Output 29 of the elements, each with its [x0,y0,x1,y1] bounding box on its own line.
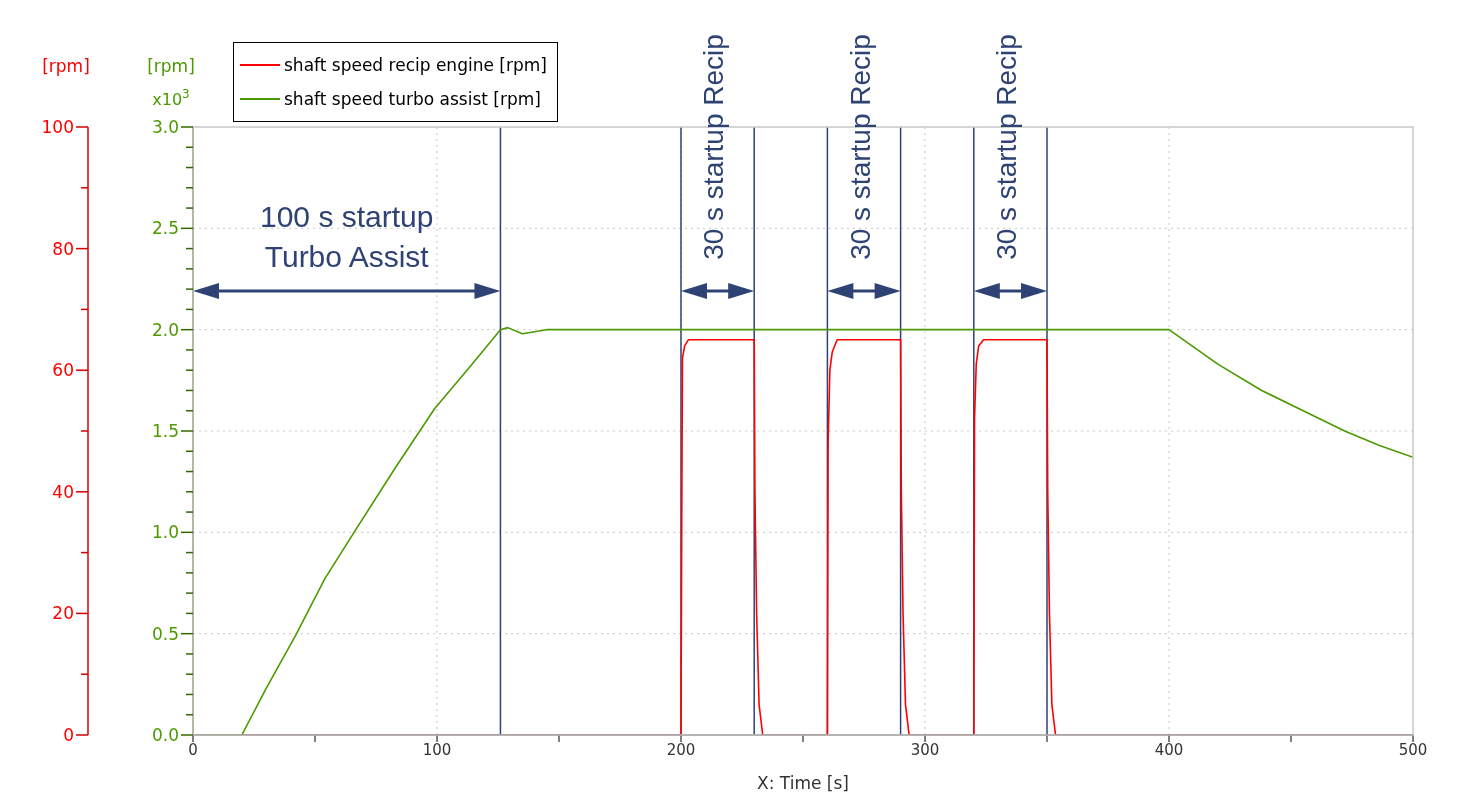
x-tick-label: 0 [188,740,198,759]
x-tick-label: 200 [666,740,696,759]
y2-tick-label: 20 [52,603,74,624]
annotation: 30 s startup Recip [990,34,1022,260]
y-tick-label: 3.0 [151,117,179,138]
legend-label: shaft speed recip engine [rpm] [284,54,547,77]
y-tick-label: 2.0 [151,319,179,340]
y-tick-label: 0.0 [151,725,179,746]
legend-label: shaft speed turbo assist [rpm] [284,88,541,111]
x-tick-label: 100 [422,740,452,759]
annotation: 30 s startup Recip [698,34,730,260]
x-tick-label: 500 [1398,740,1428,759]
y-tick-label: 1.5 [151,421,179,442]
y2-tick-label: 80 [52,238,74,259]
x-tick-label: 300 [910,740,940,759]
annotation: 100 s startup Turbo Assist [260,199,434,273]
y-tick-label: 0.5 [151,623,179,644]
y-tick-label: 1.0 [151,522,179,543]
text: x10$^{3}$ [152,87,190,109]
y2-tick-label: 0 [63,725,74,746]
y2-axis-title: [rpm] [42,56,90,76]
y2-tick-label: 40 [52,481,74,502]
x-axis-title: X: Time [s] [757,773,849,793]
y2-tick-label: 100 [41,117,74,138]
annotation: 30 s startup Recip [844,34,876,260]
x-tick-label: 400 [1154,740,1184,759]
y-axis-title: [rpm] [147,56,195,76]
y2-tick-label: 60 [52,360,74,381]
y-tick-label: 2.5 [151,218,179,239]
